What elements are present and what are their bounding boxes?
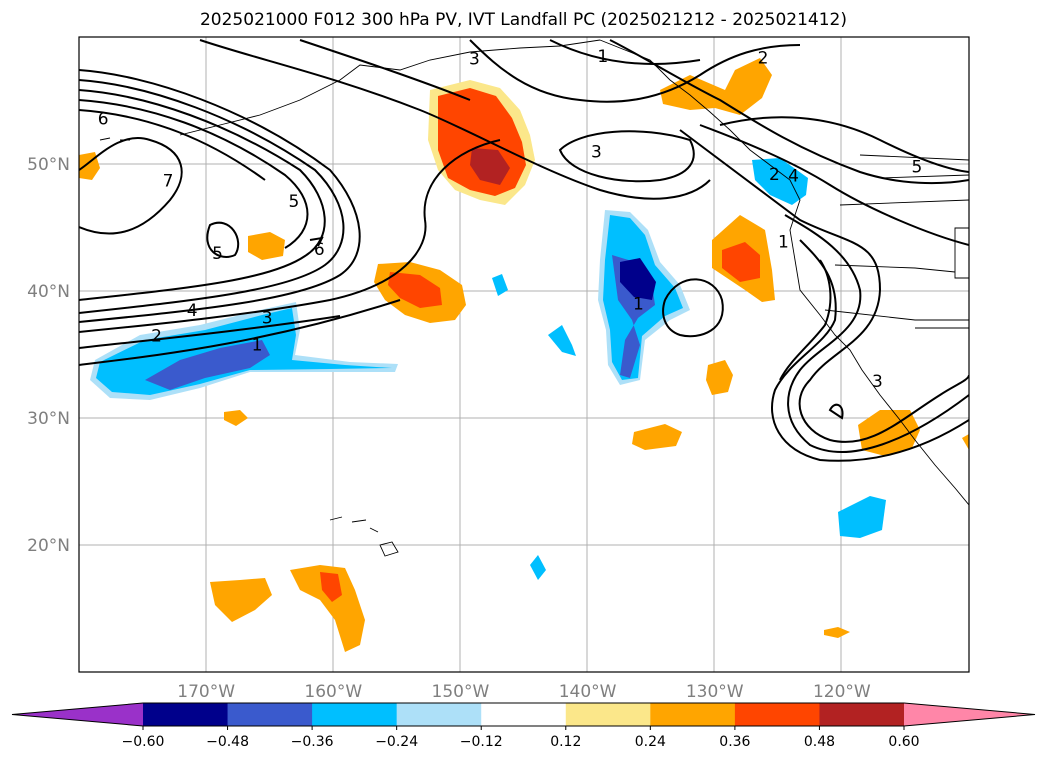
contour-label-0: 6 bbox=[98, 109, 109, 129]
positive-anomaly-subtropical-1 bbox=[706, 360, 733, 395]
colorbar-bin-5 bbox=[565, 703, 651, 726]
contour-label-2: 5 bbox=[288, 192, 299, 212]
positive-anomaly-small-1 bbox=[248, 232, 285, 260]
colorbar-label-4: −0.12 bbox=[460, 734, 503, 750]
colorbar-bin-8 bbox=[819, 703, 905, 726]
positive-anomaly-gulf-of-alaska-max bbox=[470, 148, 510, 185]
positive-anomaly-offshore-oregon-core bbox=[722, 242, 760, 282]
colorbar-label-3: −0.24 bbox=[375, 734, 418, 750]
colorbar-label-6: 0.24 bbox=[635, 734, 666, 750]
colorbar-label-8: 0.48 bbox=[804, 734, 835, 750]
contour-label-8: 1 bbox=[252, 335, 263, 355]
colorbar-label-1: −0.48 bbox=[206, 734, 249, 750]
contour-label-9: 3 bbox=[469, 50, 480, 70]
colorbar-bin-0 bbox=[143, 703, 229, 726]
positive-anomaly-central-pacific-core bbox=[388, 272, 442, 308]
contour-label-18: 3 bbox=[872, 372, 883, 392]
contour-label-14: 4 bbox=[788, 166, 799, 186]
negative-anomaly-west-pacific-core bbox=[145, 340, 270, 390]
positive-anomaly-subtropical-2 bbox=[632, 424, 682, 450]
contour-label-17: 1 bbox=[633, 295, 644, 315]
lon-label-1: 160°W bbox=[304, 682, 362, 702]
positive-anomaly-south-2-core bbox=[320, 572, 342, 602]
coastlines bbox=[99, 39, 969, 557]
contour-label-5: 4 bbox=[187, 301, 198, 321]
colorbar-extend-low bbox=[12, 703, 143, 726]
lon-label-4: 130°W bbox=[686, 682, 744, 702]
positive-anomaly-small-5 bbox=[962, 434, 969, 450]
lat-label-3: 20°N bbox=[27, 536, 70, 556]
contour-label-3: 5 bbox=[212, 244, 223, 264]
colorbar-bin-3 bbox=[396, 703, 482, 726]
contour-label-4: 6 bbox=[314, 240, 325, 260]
lat-label-1: 40°N bbox=[27, 282, 70, 302]
lon-label-3: 140°W bbox=[559, 682, 617, 702]
pc-anomaly-shading bbox=[79, 58, 969, 652]
colorbar-label-7: 0.36 bbox=[719, 734, 750, 750]
contour-label-15: 5 bbox=[911, 158, 922, 178]
latitude-labels: 50°N 40°N 30°N 20°N bbox=[27, 155, 70, 556]
positive-anomaly-small-4 bbox=[824, 627, 850, 638]
positive-anomaly-bc-coast bbox=[660, 58, 772, 115]
lat-label-0: 50°N bbox=[27, 155, 70, 175]
colorbar-bin-7 bbox=[734, 703, 820, 726]
contour-label-10: 3 bbox=[591, 142, 602, 162]
map-frame bbox=[78, 36, 970, 673]
lon-label-5: 120°W bbox=[813, 682, 871, 702]
negative-anomaly-subtropical bbox=[838, 496, 886, 538]
positive-anomaly-baja bbox=[858, 410, 920, 456]
positive-anomaly-south-2 bbox=[290, 565, 365, 652]
negative-anomaly-northeast-pacific-max bbox=[620, 258, 656, 300]
colorbar-label-2: −0.36 bbox=[291, 734, 334, 750]
negative-anomaly-small-2 bbox=[530, 555, 546, 580]
negative-anomaly-small-1 bbox=[548, 325, 576, 356]
longitude-labels: 170°W 160°W 150°W 140°W 130°W 120°W bbox=[177, 682, 871, 702]
positive-anomaly-small-3 bbox=[224, 410, 248, 426]
colorbar-label-9: 0.60 bbox=[888, 734, 919, 750]
contour-label-12: 2 bbox=[758, 48, 769, 68]
colorbar-extend-high bbox=[904, 703, 1035, 726]
pv-contours bbox=[79, 39, 969, 462]
colorbar-label-5: 0.12 bbox=[550, 734, 581, 750]
negative-anomaly-pacific-northwest bbox=[752, 158, 808, 205]
negative-anomaly-small-3 bbox=[492, 274, 508, 296]
contour-label-11: 1 bbox=[597, 47, 608, 67]
lat-label-2: 30°N bbox=[27, 409, 70, 429]
colorbar-bin-2 bbox=[312, 703, 398, 726]
lon-label-0: 170°W bbox=[177, 682, 235, 702]
contour-label-13: 2 bbox=[769, 165, 780, 185]
colorbar-bin-6 bbox=[650, 703, 736, 726]
contour-label-1: 7 bbox=[163, 172, 174, 192]
contour-label-7: 2 bbox=[151, 326, 162, 346]
colorbar-label-0: −0.60 bbox=[122, 734, 165, 750]
lon-label-2: 150°W bbox=[432, 682, 490, 702]
map-title: 2025021000 F012 300 hPa PV, IVT Landfall… bbox=[199, 10, 847, 30]
contour-label-6: 3 bbox=[262, 309, 273, 329]
contour-label-16: 1 bbox=[778, 232, 789, 252]
colorbar-bin-1 bbox=[227, 703, 313, 726]
colorbar-bin-4 bbox=[481, 703, 567, 726]
positive-anomaly-south-1 bbox=[210, 578, 272, 622]
colorbar: −0.60 −0.48 −0.36 −0.24 −0.12 0.12 0.24 0.36 0.4… bbox=[11, 702, 1036, 750]
